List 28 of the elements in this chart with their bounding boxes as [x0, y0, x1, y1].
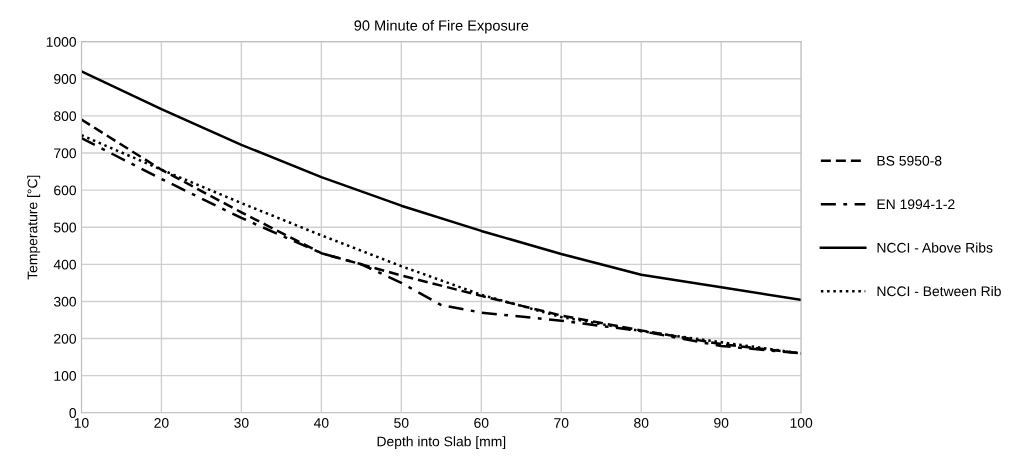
x-tick-label: 80: [634, 418, 649, 428]
x-tick-label: 70: [554, 418, 569, 428]
x-axis-title: Depth into Slab [mm]: [377, 436, 506, 450]
x-tick-label: 30: [234, 418, 249, 428]
x-tick-label: 100: [790, 418, 813, 428]
legend-label: NCCI - Between Rib: [877, 285, 1001, 297]
y-tick-label: 700: [54, 148, 77, 159]
chart-title: 90 Minute of Fire Exposure: [354, 19, 529, 34]
y-tick-label: 900: [54, 74, 77, 84]
legend-label: EN 1994-1-2: [877, 199, 955, 210]
x-tick-label: 40: [313, 418, 329, 428]
y-tick-label: 400: [53, 259, 77, 270]
y-tick-label: 500: [53, 222, 77, 233]
x-tick-label: 20: [154, 418, 169, 428]
y-axis-title: Temperature [°C]: [27, 175, 41, 280]
x-tick-label: 50: [394, 418, 409, 428]
x-tick-label: 90: [714, 418, 729, 428]
y-tick-label: 600: [54, 185, 77, 196]
y-tick-label: 200: [54, 333, 77, 344]
y-tick-label: 100: [54, 371, 77, 381]
y-tick-label: 800: [54, 111, 77, 122]
x-tick-label: 10: [74, 418, 89, 428]
y-tick-label: 0: [69, 408, 77, 418]
legend-label: NCCI - Above Ribs: [877, 242, 993, 253]
legend-label: BS 5950-8: [877, 155, 942, 166]
y-tick-label: 1000: [46, 36, 77, 47]
y-tick-label: 300: [53, 296, 77, 307]
x-tick-label: 60: [474, 418, 489, 428]
